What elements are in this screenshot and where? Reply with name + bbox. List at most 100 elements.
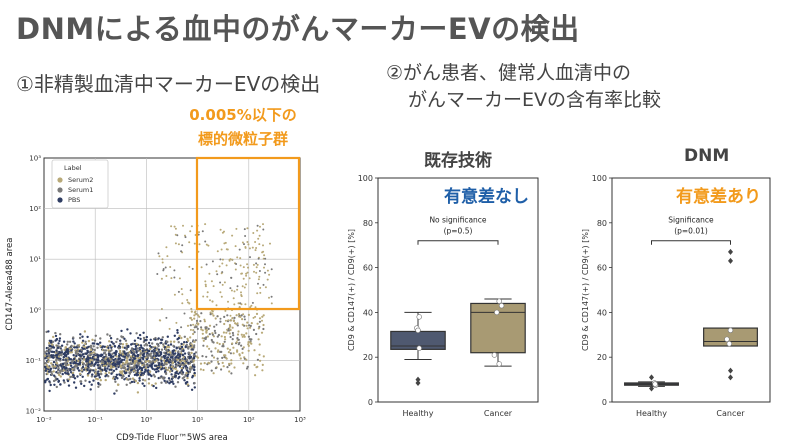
- scatter-point: [81, 375, 84, 378]
- scatter-point: [68, 347, 71, 350]
- scatter-point: [247, 341, 250, 344]
- scatter-point: [137, 336, 140, 340]
- scatter-point: [258, 243, 261, 246]
- scatter-point: [248, 277, 251, 280]
- scatter-point: [130, 369, 133, 372]
- scatter-point: [226, 248, 229, 251]
- scatter-point: [62, 379, 65, 382]
- scatter-point: [183, 379, 186, 382]
- scatter-point: [169, 266, 172, 268]
- scatter-point: [44, 365, 47, 369]
- scatter-point: [249, 341, 252, 344]
- scatter-point: [183, 335, 186, 338]
- scatter-point: [98, 376, 102, 379]
- scatter-point: [216, 273, 219, 276]
- scatter-point: [152, 373, 155, 376]
- scatter-point: [177, 377, 180, 380]
- scatter-point: [219, 291, 222, 294]
- scatter-point: [253, 270, 255, 273]
- scatter-point: [198, 315, 201, 318]
- scatter-point: [262, 250, 265, 253]
- scatter-point: [49, 383, 52, 387]
- scatter-point: [239, 357, 242, 360]
- scatter-point: [158, 362, 161, 365]
- scatter-point: [188, 241, 191, 244]
- scatter-point: [124, 372, 127, 375]
- scatter-point: [133, 339, 137, 342]
- scatter-point: [174, 227, 177, 230]
- scatter-point: [142, 366, 146, 369]
- scatter-point: [190, 346, 193, 349]
- scatter-point: [120, 360, 123, 364]
- scatter-point: [190, 388, 194, 391]
- scatter-point: [188, 357, 191, 360]
- scatter-point: [109, 356, 113, 359]
- scatter-point: [165, 246, 168, 249]
- scatter-point: [193, 242, 196, 245]
- scatter-point: [246, 263, 249, 266]
- scatter-point: [185, 343, 188, 347]
- scatter-point: [91, 357, 94, 360]
- scatter-point: [185, 371, 188, 375]
- scatter-point: [94, 368, 98, 371]
- scatter-point: [164, 355, 167, 358]
- scatter-point: [173, 225, 176, 228]
- scatter-point: [261, 319, 263, 322]
- scatter-point: [194, 339, 197, 342]
- scatter-point: [125, 359, 129, 362]
- legend-marker-serum2: [57, 177, 63, 183]
- scatter-point: [259, 291, 262, 294]
- scatter-point: [127, 378, 130, 381]
- scatter-point: [95, 358, 98, 361]
- scatter-point: [247, 349, 250, 352]
- scatter-point: [211, 300, 214, 303]
- scatter-point: [241, 335, 244, 338]
- scatter-point: [85, 359, 88, 363]
- dnm-data-point: [652, 381, 658, 387]
- scatter-point: [245, 367, 249, 370]
- scatter-point: [160, 341, 163, 344]
- scatter-x-tick-label: 10³: [294, 416, 306, 424]
- slide-title: DNMによる血中のがんマーカーEVの検出: [16, 12, 580, 46]
- scatter-point: [263, 254, 266, 257]
- scatter-point: [158, 255, 161, 258]
- scatter-point: [70, 344, 73, 348]
- scatter-point: [235, 341, 238, 344]
- scatter-point: [69, 364, 73, 367]
- scatter-point: [205, 263, 208, 266]
- scatter-point: [149, 352, 153, 355]
- scatter-point: [75, 349, 79, 353]
- scatter-point: [117, 347, 121, 350]
- scatter-point: [160, 381, 163, 384]
- scatter-point: [123, 358, 126, 361]
- scatter-point: [96, 353, 99, 356]
- scatter-point: [192, 323, 195, 326]
- scatter-point: [158, 376, 162, 379]
- scatter-point: [231, 338, 234, 341]
- scatter-point: [177, 372, 180, 375]
- scatter-point: [82, 355, 86, 358]
- scatter-point: [232, 297, 235, 300]
- scatter-point: [249, 256, 251, 259]
- scatter-point: [135, 365, 139, 368]
- scatter-point: [207, 327, 210, 330]
- scatter-point: [140, 367, 144, 370]
- scatter-point: [208, 333, 211, 336]
- scatter-point: [223, 315, 226, 318]
- scatter-point: [122, 370, 126, 373]
- scatter-point: [97, 374, 101, 377]
- scatter-point: [72, 362, 75, 365]
- scatter-point: [91, 373, 94, 376]
- scatter-point: [116, 364, 119, 368]
- scatter-point: [54, 331, 57, 335]
- dnm-x-tick-label: Cancer: [716, 409, 745, 418]
- scatter-point: [240, 314, 243, 317]
- scatter-point: [230, 372, 233, 375]
- scatter-point: [128, 366, 131, 369]
- scatter-point: [81, 341, 84, 344]
- scatter-point: [164, 370, 167, 373]
- scatter-point: [259, 286, 262, 289]
- scatter-point: [196, 322, 199, 325]
- scatter-point: [47, 370, 51, 373]
- scatter-point: [240, 303, 243, 306]
